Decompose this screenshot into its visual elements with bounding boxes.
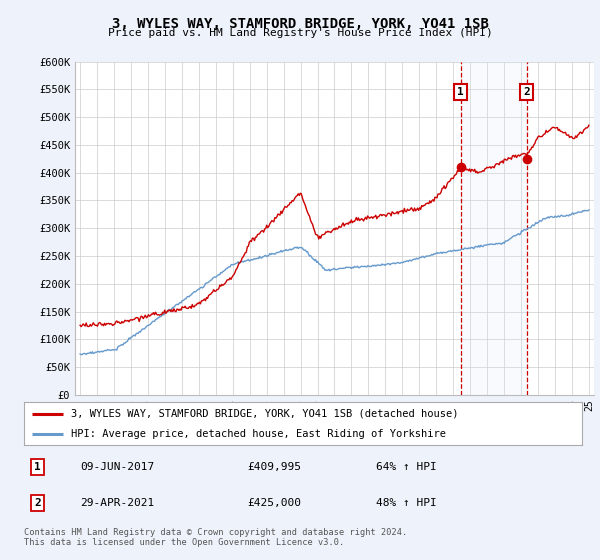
Text: Price paid vs. HM Land Registry's House Price Index (HPI): Price paid vs. HM Land Registry's House …	[107, 28, 493, 38]
Text: 09-JUN-2017: 09-JUN-2017	[80, 462, 154, 472]
Text: 48% ↑ HPI: 48% ↑ HPI	[376, 498, 436, 508]
Text: HPI: Average price, detached house, East Riding of Yorkshire: HPI: Average price, detached house, East…	[71, 430, 446, 440]
Text: £425,000: £425,000	[247, 498, 301, 508]
Text: 29-APR-2021: 29-APR-2021	[80, 498, 154, 508]
Text: 3, WYLES WAY, STAMFORD BRIDGE, YORK, YO41 1SB (detached house): 3, WYLES WAY, STAMFORD BRIDGE, YORK, YO4…	[71, 409, 459, 419]
Text: 2: 2	[34, 498, 41, 508]
Text: Contains HM Land Registry data © Crown copyright and database right 2024.
This d: Contains HM Land Registry data © Crown c…	[24, 528, 407, 547]
Text: 1: 1	[457, 87, 464, 97]
Bar	[461, 62, 527, 395]
Text: 1: 1	[34, 462, 41, 472]
Text: £409,995: £409,995	[247, 462, 301, 472]
Text: 64% ↑ HPI: 64% ↑ HPI	[376, 462, 436, 472]
Text: 2: 2	[523, 87, 530, 97]
Text: 3, WYLES WAY, STAMFORD BRIDGE, YORK, YO41 1SB: 3, WYLES WAY, STAMFORD BRIDGE, YORK, YO4…	[112, 17, 488, 31]
